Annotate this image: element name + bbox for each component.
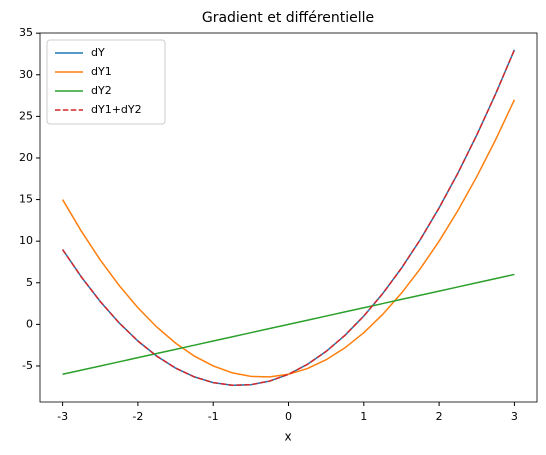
legend-label: dY2 bbox=[91, 84, 112, 97]
y-tick-label: 20 bbox=[19, 151, 33, 164]
x-tick-label: -1 bbox=[208, 410, 219, 423]
y-tick-label: -5 bbox=[22, 359, 33, 372]
legend-label: dY1 bbox=[91, 65, 112, 78]
x-tick-label: -3 bbox=[57, 410, 68, 423]
line-series bbox=[61, 99, 516, 378]
x-tick-label: 1 bbox=[360, 410, 367, 423]
y-tick-label: 25 bbox=[19, 109, 33, 122]
x-tick-label: -2 bbox=[132, 410, 143, 423]
line-series bbox=[62, 273, 515, 376]
y-tick-label: 35 bbox=[19, 26, 33, 39]
y-tick-label: 5 bbox=[26, 276, 33, 289]
line-series bbox=[61, 49, 516, 386]
plot-frame bbox=[39, 32, 538, 403]
y-tick-label: 30 bbox=[19, 68, 33, 81]
legend-label: dY bbox=[91, 46, 105, 59]
x-tick-label: 0 bbox=[285, 410, 292, 423]
legend-label: dY1+dY2 bbox=[91, 103, 142, 116]
chart-title: Gradient et différentielle bbox=[202, 10, 374, 26]
x-axis-label: x bbox=[284, 430, 291, 444]
x-tick-label: 3 bbox=[511, 410, 518, 423]
legend-box bbox=[46, 39, 166, 125]
y-tick-label: 15 bbox=[19, 193, 33, 206]
x-tick-label: 2 bbox=[436, 410, 443, 423]
y-tick-label: 0 bbox=[26, 317, 33, 330]
y-tick-label: 10 bbox=[19, 234, 33, 247]
